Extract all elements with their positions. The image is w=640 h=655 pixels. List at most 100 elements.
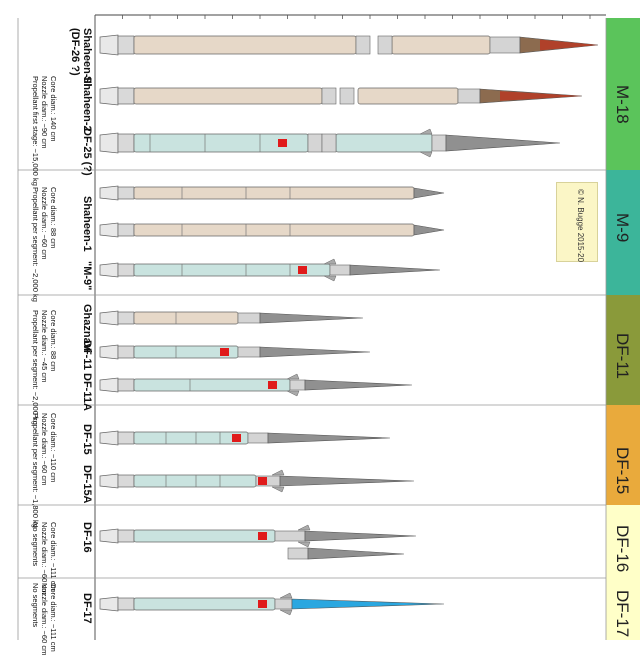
missile-aft-skirt (117, 378, 135, 392)
spec-note-m18: Core diam.: 140 cm Nozzle diam.: ~90 cm … (31, 76, 58, 186)
missile-nose-cone (413, 187, 445, 199)
missile-label-m9: "M-9" (81, 261, 93, 291)
missile-label-df11a: DF-11A (81, 373, 93, 411)
missile-nozzle (99, 34, 119, 56)
missile-nozzle (99, 262, 119, 278)
missile-warhead-section (237, 346, 261, 358)
missile-fin (279, 609, 293, 616)
missile-nozzle (99, 596, 119, 612)
family-label-m18: M-18 (613, 85, 632, 124)
family-label-df11: DF-11 (613, 333, 632, 379)
missile-nozzle (99, 86, 119, 106)
spec-note-m9: Core diam.: 88 cm Nozzle diam.: ~60 cm P… (31, 187, 58, 302)
missile-label-shaheen-1: Shaheen-1 (81, 196, 93, 252)
missile-nozzle (99, 528, 119, 544)
spec-note-df17: Core diam.: ~111 cm Nozzle diam.: ~60 cm… (31, 583, 58, 655)
family-label-df15: DF-15 (613, 447, 632, 495)
missile-fin (271, 486, 285, 493)
missile-red-marker (220, 348, 229, 356)
missile-fin (286, 390, 300, 397)
missile-label-df15: DF-15 (81, 424, 93, 455)
spec-note-df15: Core diam.: ~110 cm Nozzle diam.: ~60 cm… (31, 413, 58, 528)
missile-fin (323, 275, 337, 282)
missile-nozzle (99, 185, 119, 201)
missile-interstage (321, 87, 337, 105)
missile-nozzle (99, 430, 119, 446)
family-band-1 (606, 170, 640, 295)
missile-aft-skirt (117, 263, 135, 277)
missile-nose-cone (445, 134, 561, 152)
missile-aft-skirt (117, 35, 135, 55)
missile-comparison-chart: M-18 M-9 DF-11 DF-15 DF-16 DF-17 Shaheen… (17, 14, 640, 655)
missile-aft-skirt (117, 431, 135, 445)
missile-warhead-section (457, 88, 481, 104)
df16-alt-nose (307, 547, 405, 560)
credit-text: © N. Bugge 2015-20 (576, 189, 585, 263)
missile-label-df17: DF-17 (81, 593, 93, 624)
df16-alt-warhead-body (287, 547, 309, 560)
missile-fin (297, 541, 311, 548)
family-label-df17: DF-17 (613, 590, 632, 638)
missile-stage (133, 311, 239, 325)
missile-nose-cone (259, 346, 371, 358)
missile-stage (133, 223, 415, 237)
missile-red-marker (278, 139, 287, 147)
missile-stage (391, 35, 491, 55)
missile-warhead-section (289, 379, 306, 391)
missile-nose-cone (304, 379, 413, 391)
missile-warhead-section (489, 36, 521, 54)
missile-aft-skirt (117, 223, 135, 237)
missile-fin (323, 258, 337, 265)
missile-nozzle (99, 132, 119, 154)
spec-note-df11: Core diam.: 88 cm Nozzle diam.: ~45 cm P… (31, 310, 58, 425)
missile-nozzle (99, 473, 119, 489)
missile-nose-tip (540, 39, 598, 51)
missile-stage (133, 431, 249, 445)
missile-nose-cone (267, 432, 391, 444)
missile-fin (271, 469, 285, 476)
missile-stage (357, 87, 459, 105)
missile-red-marker (232, 434, 241, 442)
missile-fin (419, 151, 433, 158)
missile-aft-skirt (117, 345, 135, 359)
missile-nose-cone (291, 598, 445, 610)
missile-warhead-section (274, 598, 293, 610)
missile-red-marker (268, 381, 277, 389)
missile-red-marker (258, 532, 267, 540)
missile-label-df25: DF-25 (?) (81, 128, 93, 176)
missile-interstage (339, 87, 355, 105)
family-label-m9: M-9 (613, 213, 632, 243)
missile-warhead-section (329, 264, 351, 276)
missile-interstage (307, 133, 323, 153)
missile-warhead-section (274, 530, 306, 542)
missile-aft-skirt (117, 186, 135, 200)
missile-nozzle (99, 377, 119, 393)
missile-interstage (377, 35, 393, 55)
missile-stage (335, 133, 433, 153)
missile-nose-cone (279, 475, 415, 487)
missile-interstage (321, 133, 337, 153)
missile-aft-skirt (117, 474, 135, 488)
missile-label-df15a: DF-15A (81, 465, 93, 504)
missile-stage (133, 87, 323, 105)
missile-interstage (355, 35, 371, 55)
missile-red-marker (258, 600, 267, 608)
missile-stage (133, 597, 276, 611)
chart-artwork (17, 14, 640, 640)
missile-stage (133, 378, 291, 392)
credit-box: © N. Bugge 2015-20 (556, 182, 598, 262)
family-band-2 (606, 295, 640, 405)
missile-nozzle (99, 310, 119, 326)
family-band-0 (606, 18, 640, 170)
missile-red-marker (258, 477, 267, 485)
missile-nose-cone (349, 264, 441, 276)
missile-fin (286, 373, 300, 380)
missile-stage (133, 186, 415, 200)
missile-aft-skirt (117, 311, 135, 325)
family-band-3 (606, 405, 640, 505)
missile-warhead-section (431, 134, 447, 152)
missile-aft-skirt (117, 597, 135, 611)
missile-label-df16: DF-16 (81, 522, 93, 553)
missile-stage (133, 474, 257, 488)
missile-warhead-section (237, 312, 261, 324)
